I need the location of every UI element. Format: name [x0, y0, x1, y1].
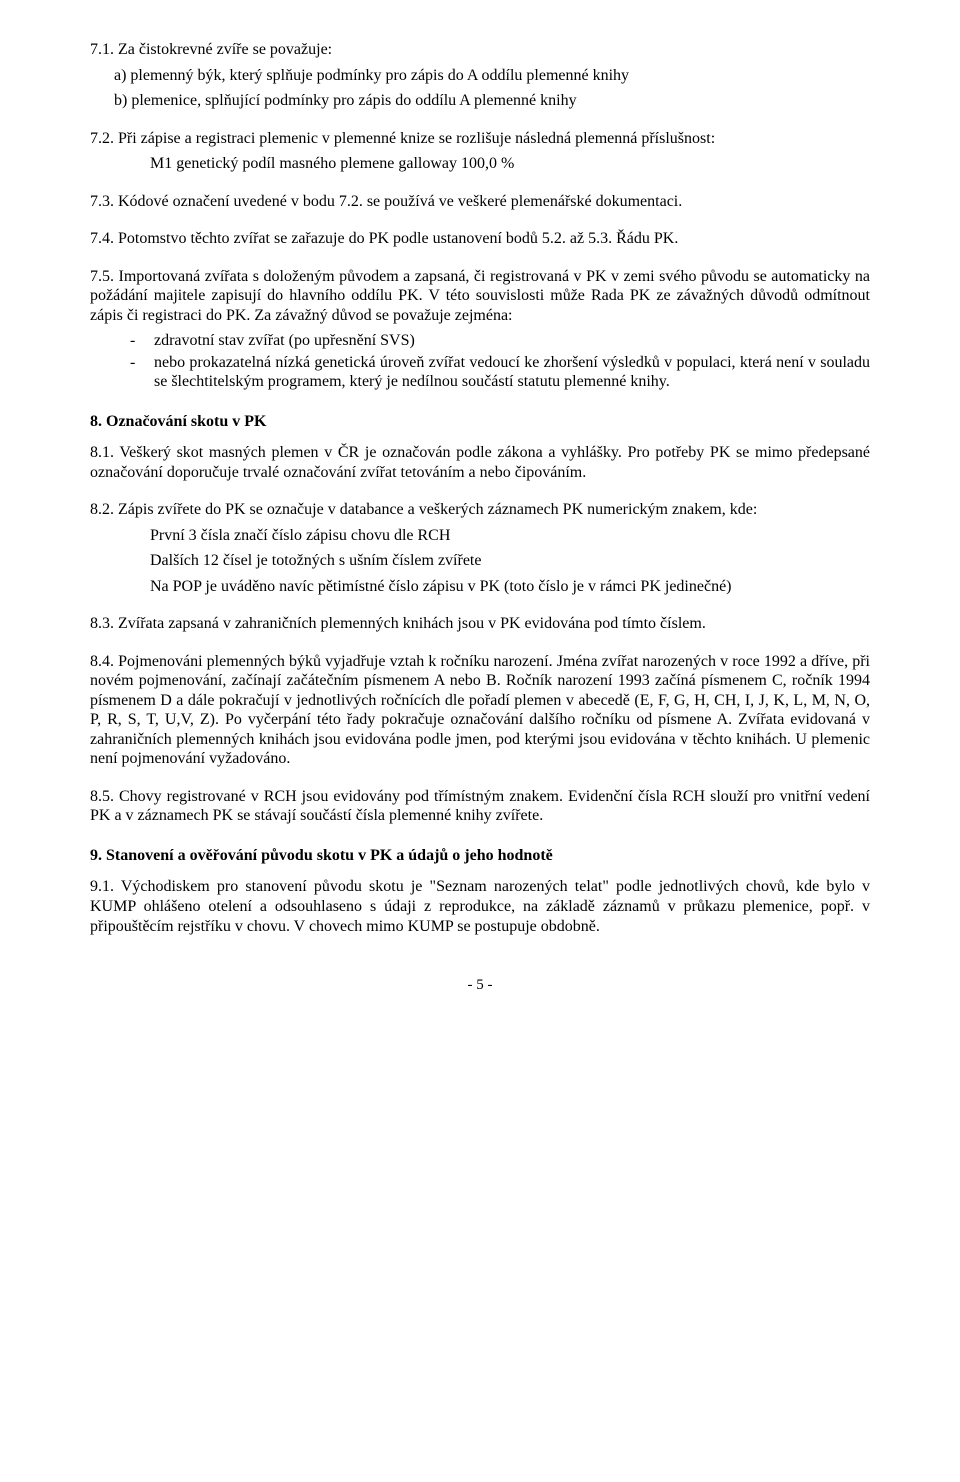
document-page: 7.1. Za čistokrevné zvíře se považuje: a… — [0, 0, 960, 1482]
paragraph-7-2-lead: 7.2. Při zápise a registraci plemenic v … — [90, 129, 870, 149]
paragraph-7-1-lead: 7.1. Za čistokrevné zvíře se považuje: — [90, 40, 870, 60]
paragraph-8-1: 8.1. Veškerý skot masných plemen v ČR je… — [90, 443, 870, 482]
paragraph-7-2-m1: M1 genetický podíl masného plemene gallo… — [90, 154, 870, 174]
paragraph-8-2-lead: 8.2. Zápis zvířete do PK se označuje v d… — [90, 500, 870, 520]
paragraph-8-3: 8.3. Zvířata zapsaná v zahraničních plem… — [90, 614, 870, 634]
paragraph-7-1-b: b) plemenice, splňující podmínky pro záp… — [114, 91, 870, 111]
paragraph-7-5: 7.5. Importovaná zvířata s doloženým pův… — [90, 267, 870, 326]
paragraph-7-4: 7.4. Potomstvo těchto zvířat se zařazuje… — [90, 229, 870, 249]
heading-9: 9. Stanovení a ověřování původu skotu v … — [90, 846, 870, 866]
paragraph-8-4: 8.4. Pojmenováni plemenných býků vyjadřu… — [90, 652, 870, 769]
paragraph-8-2-line2: Dalších 12 čísel je totožných s ušním čí… — [150, 551, 870, 571]
page-number: - 5 - — [90, 976, 870, 994]
paragraph-9-1: 9.1. Východiskem pro stanovení původu sk… — [90, 877, 870, 936]
list-item: zdravotní stav zvířat (po upřesnění SVS) — [130, 331, 870, 351]
heading-8: 8. Označování skotu v PK — [90, 412, 870, 432]
paragraph-7-1-a: a) plemenný býk, který splňuje podmínky … — [114, 66, 870, 86]
list-7-5: zdravotní stav zvířat (po upřesnění SVS)… — [90, 331, 870, 392]
list-item: nebo prokazatelná nízká genetická úroveň… — [130, 353, 870, 392]
paragraph-8-2-line1: První 3 čísla značí číslo zápisu chovu d… — [150, 526, 870, 546]
paragraph-8-5: 8.5. Chovy registrované v RCH jsou evido… — [90, 787, 870, 826]
paragraph-7-3: 7.3. Kódové označení uvedené v bodu 7.2.… — [90, 192, 870, 212]
paragraph-8-2-line3: Na POP je uváděno navíc pětimístné číslo… — [150, 577, 870, 597]
